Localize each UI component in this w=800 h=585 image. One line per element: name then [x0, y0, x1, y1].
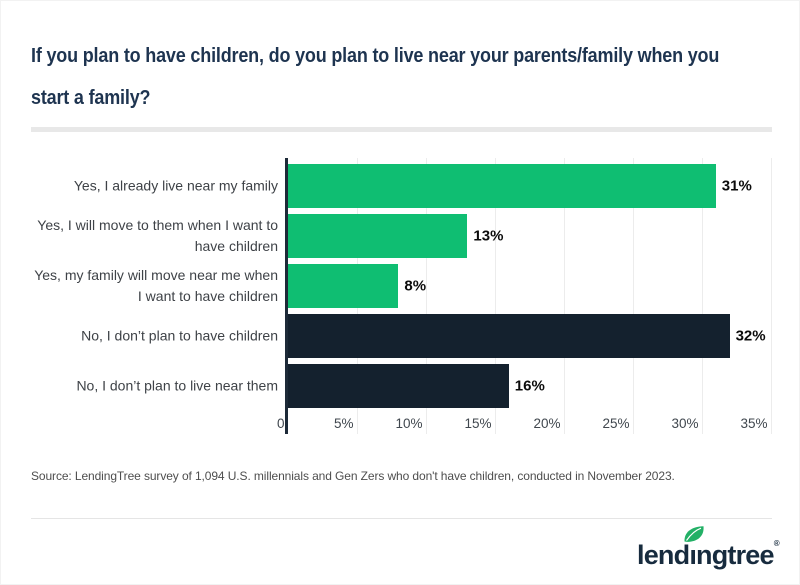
category-label: No, I don’t plan to live near them — [76, 377, 278, 394]
x-axis-tick-label: 10% — [395, 416, 423, 431]
bar — [288, 264, 399, 308]
title-line-2: start a family? — [31, 87, 151, 109]
source-note: Source: LendingTree survey of 1,094 U.S.… — [31, 469, 675, 483]
title-line-1: If you plan to have children, do you pla… — [31, 45, 720, 67]
x-axis-tick-label: 15% — [464, 416, 492, 431]
gridline — [563, 158, 565, 434]
y-axis-line — [285, 158, 288, 434]
x-axis-tick-label: 20% — [533, 416, 561, 431]
bar-row: Yes, I already live near my family 31% — [1, 164, 799, 208]
bar-chart: Yes, I already live near my family 31% Yes… — [1, 158, 799, 434]
x-axis-tick-label: 35% — [740, 416, 768, 431]
category-label: Yes, I already live near my family — [73, 177, 278, 194]
value-label: 32% — [735, 327, 766, 345]
lendingtree-logo: lend ıngtree® — [637, 526, 780, 571]
gridline — [770, 158, 772, 434]
bar — [288, 314, 730, 358]
bar — [288, 364, 509, 408]
x-axis-tick-label: 0 — [276, 416, 285, 431]
value-label: 16% — [514, 377, 545, 395]
gridline — [701, 158, 703, 434]
gridline — [632, 158, 634, 434]
category-label: No, I don’t plan to have children — [81, 327, 278, 344]
bar-row: No, I don’t plan to live near them 16% — [1, 364, 799, 408]
bar — [288, 164, 716, 208]
x-axis-tick-label: 25% — [602, 416, 630, 431]
bar — [288, 214, 468, 258]
gridline — [494, 158, 496, 434]
x-axis-tick-label: 5% — [333, 416, 354, 431]
gridline — [425, 158, 427, 434]
bar-row: Yes, I will move to them when I want to … — [1, 214, 799, 258]
title-divider — [31, 127, 772, 132]
chart-question-title: If you plan to have children, do you pla… — [31, 35, 791, 119]
registered-mark: ® — [773, 539, 780, 548]
logo-dotless-i: ı — [684, 526, 704, 571]
logo-text-after: ngtree — [696, 540, 775, 570]
category-label: Yes, my family will move near me when I … — [34, 267, 278, 304]
footer-divider — [31, 518, 772, 519]
bar-row: No, I don’t plan to have children 32% — [1, 314, 799, 358]
value-label: 13% — [473, 227, 504, 245]
value-label: 8% — [404, 277, 427, 295]
x-axis-tick-label: 30% — [671, 416, 699, 431]
value-label: 31% — [721, 177, 752, 195]
logo-text-before: lend — [637, 540, 690, 570]
bar-row: Yes, my family will move near me when I … — [1, 264, 799, 308]
leaf-icon — [684, 526, 704, 542]
category-label: Yes, I will move to them when I want to … — [37, 217, 278, 254]
